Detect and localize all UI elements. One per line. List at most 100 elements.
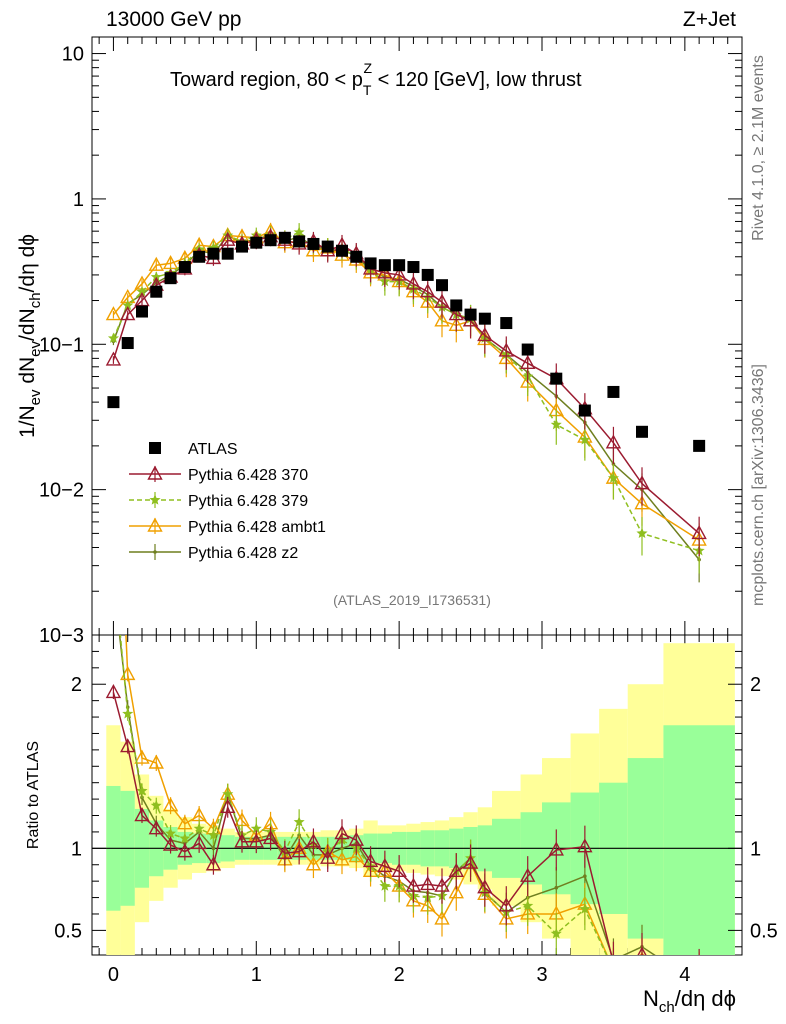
ratio-y-label: Ratio to ATLAS (25, 741, 42, 849)
ratio-point (498, 897, 514, 912)
ratio-point (136, 785, 148, 796)
data-point (391, 266, 407, 281)
header-right: Z+Jet (683, 8, 736, 31)
atlas-point (236, 240, 248, 253)
data-point (691, 524, 707, 540)
legend-marker-atlas (149, 442, 161, 454)
ratio-line (118, 635, 656, 955)
ratio-line (119, 635, 608, 955)
atlas-point (164, 272, 177, 285)
atlas-point (221, 247, 234, 260)
y-tick-label: 10−2 (39, 480, 84, 502)
ratio-point (448, 862, 464, 878)
legend-marker (153, 550, 157, 554)
ratio-point (548, 841, 564, 856)
data-point (520, 354, 536, 369)
x-tick-label: 2 (394, 964, 405, 986)
ratio-point (191, 834, 207, 850)
title-pre: Toward region, 80 < p (170, 69, 363, 91)
ratio-point (162, 797, 179, 812)
data-point (120, 306, 136, 321)
data-point (605, 434, 622, 449)
ratio-point (334, 825, 350, 840)
data-point (498, 342, 514, 357)
atlas-point (121, 337, 134, 350)
atlas-point (107, 396, 120, 409)
ratio-point (379, 880, 391, 891)
ratio-point (637, 975, 647, 984)
chart-title: Toward region, 80 < pTZ < 120 [GeV], low… (170, 60, 582, 98)
main-series (105, 222, 707, 583)
ratio-point (693, 968, 706, 980)
ratio-point (293, 816, 305, 827)
legend: ATLAS Pythia 6.428 370 Pythia 6.428 379 Pyt… (129, 441, 326, 562)
data-point (148, 256, 164, 271)
atlas-point (578, 404, 591, 417)
ratio-series (105, 635, 706, 984)
data-point (434, 312, 450, 327)
data-point (579, 434, 591, 445)
ratio-point (362, 852, 379, 868)
ratio-point (377, 857, 393, 873)
atlas-point (264, 234, 277, 247)
y-tick-label: 10−1 (39, 334, 84, 356)
atlas-point (278, 231, 291, 244)
ratio-y-tick-label: 2 (71, 674, 82, 696)
ratio-point (211, 846, 216, 851)
ratio-point (554, 885, 559, 890)
ratio-point (477, 879, 493, 894)
atlas-point (193, 250, 206, 263)
ratio-point (207, 829, 219, 840)
data-point (634, 475, 650, 490)
ratio-point (550, 927, 562, 939)
atlas-point (178, 261, 191, 274)
atlas-point (336, 244, 348, 257)
atlas-point (421, 268, 434, 281)
ratio-y-tick-label: 0.5 (54, 920, 82, 942)
ratio-point (120, 738, 136, 753)
ratio-point (220, 798, 236, 814)
atlas-point (378, 259, 391, 272)
data-point (477, 326, 493, 342)
ratio-point (105, 683, 122, 699)
ratio-point (637, 946, 647, 955)
data-point (550, 418, 562, 430)
atlas-point (150, 285, 163, 298)
ratio-point (148, 820, 164, 835)
legend-marker (149, 494, 161, 505)
ratio-point (462, 854, 479, 869)
atlas-point (321, 240, 334, 253)
data-point (105, 306, 122, 321)
ratio-point (122, 708, 134, 719)
legend-label: Pythia 6.428 370 (188, 467, 308, 484)
atlas-point (636, 425, 648, 438)
atlas-point (521, 343, 534, 356)
atlas-point (478, 312, 491, 325)
atlas-point (207, 247, 220, 260)
ratio-point (305, 856, 322, 871)
atlas-point (436, 279, 448, 292)
title-sub: T (363, 82, 372, 98)
ratio-line (125, 635, 608, 955)
ratio-point (522, 900, 534, 911)
ratio-point (305, 833, 322, 848)
ratio-point (277, 844, 293, 859)
ratio-point (434, 910, 450, 925)
ratio-y-tick-label: 1 (71, 838, 82, 860)
ratio-point (148, 754, 164, 769)
ratio-point (134, 749, 150, 764)
ratio-y-tick-label-right: 2 (750, 674, 761, 696)
data-point (420, 283, 436, 298)
ratio-point (391, 862, 407, 878)
ratio-y-tick-label-right: 1 (750, 838, 761, 860)
ratio-point (320, 849, 336, 864)
data-point (377, 264, 393, 279)
ratio-y-tick-label-right: 0.5 (750, 920, 778, 942)
atlas-point (293, 235, 306, 248)
ratio-series-1 (105, 683, 700, 955)
data-point (134, 292, 150, 307)
x-tick-label: 3 (536, 964, 547, 986)
atlas-point (364, 257, 377, 270)
ratio-point (205, 856, 222, 871)
ratio-point (434, 877, 450, 892)
